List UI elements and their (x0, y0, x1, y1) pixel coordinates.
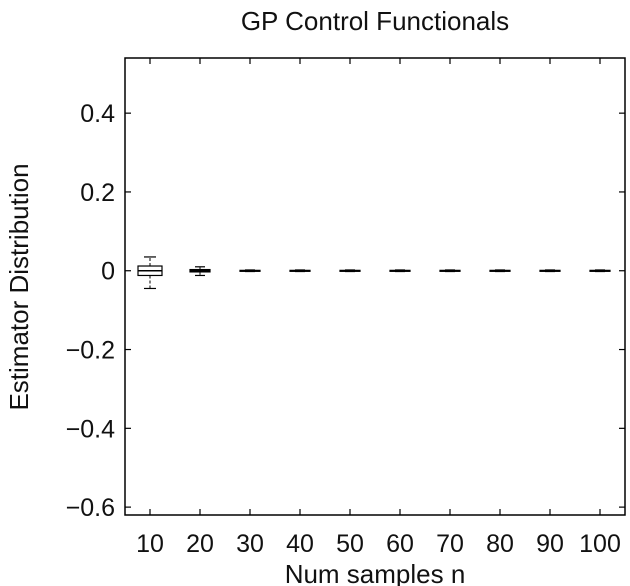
y-tick-label: −0.2 (66, 337, 115, 365)
x-tick-label: 70 (436, 530, 464, 558)
x-tick-label: 60 (386, 530, 414, 558)
y-tick-label: 0 (101, 258, 115, 286)
y-axis-title: Estimator Distribution (4, 163, 34, 410)
plot-area-frame (124, 57, 626, 516)
box-90 (539, 269, 561, 273)
x-tick-label: 100 (579, 530, 621, 558)
box-100 (589, 269, 611, 273)
x-tick-label: 50 (336, 530, 364, 558)
box-10 (137, 256, 163, 290)
box-60 (389, 269, 411, 273)
y-axis-ticks: 0.4 0.2 0 −0.2 −0.4 −0.6 (66, 100, 625, 522)
x-axis-ticks: 10 20 30 40 50 60 70 80 90 100 (136, 58, 621, 558)
y-tick-label: 0.2 (80, 179, 115, 207)
x-tick-label: 30 (236, 530, 264, 558)
x-tick-label: 90 (536, 530, 564, 558)
box-20 (189, 266, 211, 277)
box-50 (339, 269, 361, 273)
box-series (137, 256, 611, 290)
x-tick-label: 80 (486, 530, 514, 558)
x-tick-label: 40 (286, 530, 314, 558)
y-tick-label: 0.4 (80, 100, 115, 128)
box-70 (439, 269, 461, 273)
x-tick-label: 20 (186, 530, 214, 558)
x-tick-label: 10 (136, 530, 164, 558)
x-axis-title: Num samples n (285, 559, 466, 586)
chart-title: GP Control Functionals (241, 6, 509, 36)
box-30 (239, 269, 261, 273)
box-80 (489, 269, 511, 273)
box-40 (289, 269, 311, 273)
y-tick-label: −0.6 (66, 494, 115, 522)
y-tick-label: −0.4 (66, 415, 115, 443)
